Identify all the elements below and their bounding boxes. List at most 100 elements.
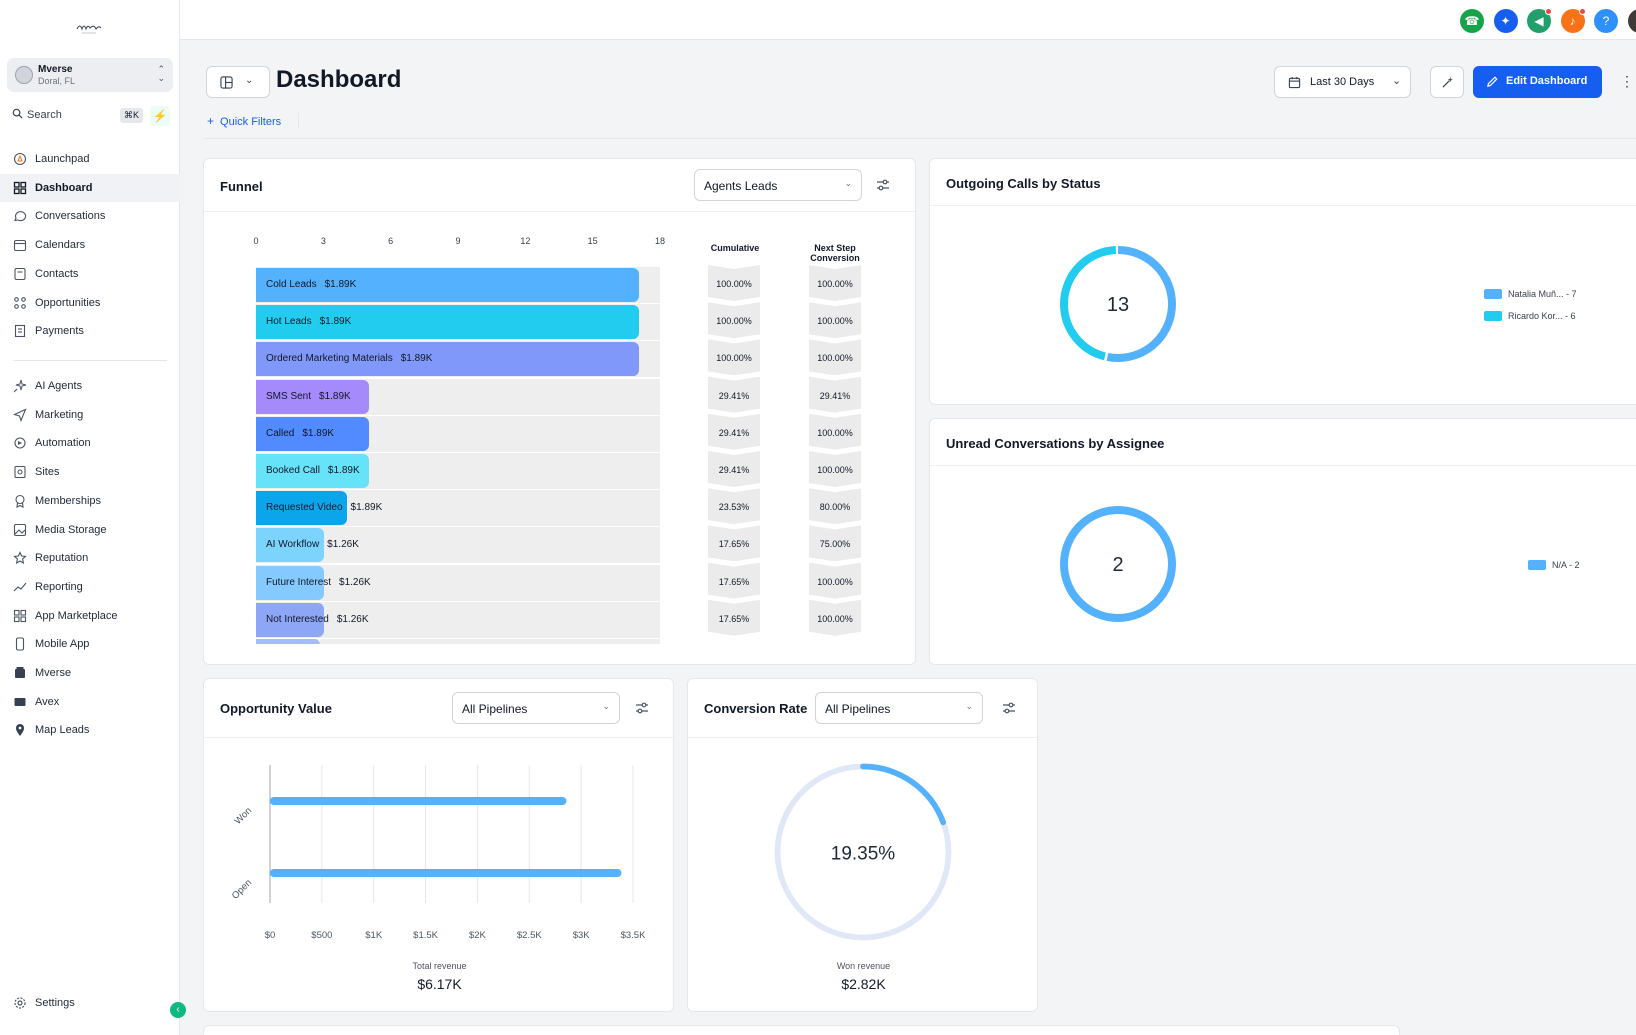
apps-icon: [13, 609, 27, 622]
sidebar-item-label: Contacts: [35, 267, 79, 280]
sidebar-item-marketing[interactable]: Marketing: [0, 401, 180, 429]
filter-icon[interactable]: [1002, 701, 1016, 715]
notification-dot: [1545, 8, 1552, 15]
phone-icon[interactable]: ☎: [1460, 9, 1484, 33]
sidebar-item-mobile-app[interactable]: Mobile App: [0, 630, 180, 658]
divider: [298, 113, 299, 129]
funnel-next-cell: [809, 302, 861, 338]
sparkle-icon[interactable]: ✦: [1493, 9, 1518, 33]
sidebar-item-memberships[interactable]: Memberships: [0, 487, 180, 515]
sidebar-item-ai-agents[interactable]: AI Agents: [0, 372, 180, 400]
funnel-stage-label: Cold Leads $1.89K: [266, 279, 356, 290]
sidebar-item-label: Opportunities: [35, 296, 101, 309]
funnel-bar[interactable]: [256, 379, 370, 414]
stage-name: Not Interested: [266, 613, 329, 625]
sidebar-item-opportunities[interactable]: Opportunities: [0, 289, 180, 317]
megaphone-icon[interactable]: ◀: [1527, 8, 1552, 33]
outgoing-calls-card: Outgoing Calls by Status 13 Natalia Muñ.…: [929, 158, 1636, 405]
funnel-bar[interactable]: [256, 565, 325, 600]
sidebar-item-reputation[interactable]: Reputation: [0, 544, 180, 572]
funnel-next-value: 100.00%: [817, 279, 853, 289]
sidebar-item-label: Automation: [35, 437, 91, 450]
funnel-bar[interactable]: [256, 416, 370, 451]
date-range-button[interactable]: Last 30 Days ⌄: [1274, 66, 1411, 98]
donut-slice[interactable]: [1060, 506, 1176, 622]
opportunity-bar-chart: $0 $500 $1K $1.5K $2K $2.5K $3K $3.5K Won Open: [230, 765, 646, 941]
send-icon: [13, 408, 27, 422]
funnel-cumulative-value: 29.41%: [718, 427, 750, 438]
funnel-next-value: 80.00%: [819, 502, 851, 513]
y-category-label: Open: [230, 877, 254, 901]
stage-name: Booked Call: [266, 465, 320, 476]
sidebar-item-calendars[interactable]: Calendars: [0, 231, 180, 259]
sidebar-item-label: Settings: [35, 997, 75, 1009]
sidebar-item-avex[interactable]: Avex: [0, 688, 180, 716]
sidebar-item-dashboard[interactable]: Dashboard: [0, 173, 180, 202]
ai-insights-button[interactable]: [1430, 66, 1464, 98]
funnel-bar[interactable]: [256, 454, 370, 488]
sidebar-item-map-leads[interactable]: Map Leads: [0, 716, 180, 744]
sites-icon: [14, 466, 26, 479]
stage-name: SMS Sent: [266, 390, 312, 402]
mverse-icon: [15, 667, 25, 678]
stage-name: Hot Leads: [266, 316, 312, 328]
stage-name: Requested Video: [266, 502, 343, 514]
legend-swatch: [1528, 560, 1546, 570]
conversion-rate-card: Conversion Rate All Pipelines ⌄ 19.35% W…: [687, 678, 1038, 1012]
chevron-down-icon: ⌄: [602, 701, 610, 711]
funnel-bar[interactable]: [256, 602, 325, 637]
collapse-sidebar-button[interactable]: ‹: [170, 1002, 186, 1018]
bolt-icon[interactable]: ⚡: [150, 106, 170, 126]
sidebar-item-media-storage[interactable]: Media Storage: [0, 516, 180, 544]
sidebar-item-launchpad[interactable]: Launchpad: [0, 145, 180, 173]
sidebar-item-contacts[interactable]: Contacts: [0, 260, 180, 288]
legend-label[interactable]: N/A - 2: [1552, 560, 1580, 570]
sidebar-item-automation[interactable]: Automation: [0, 429, 180, 457]
donut-slice[interactable]: [1060, 246, 1176, 362]
select-value: Agents Leads: [704, 179, 778, 193]
sidebar-item-conversations[interactable]: Conversations: [0, 202, 180, 230]
funnel-stage-label: Not Interested $1.26K: [266, 614, 369, 625]
award-icon: [15, 494, 25, 508]
funnel-next-cell: [809, 451, 861, 487]
quick-filters-button[interactable]: + Quick Filters: [207, 114, 281, 128]
more-options-icon[interactable]: ⋮: [1620, 73, 1634, 89]
search-input[interactable]: Search ⌘K: [7, 104, 143, 128]
sidebar-item-payments[interactable]: Payments: [0, 317, 180, 345]
bell-icon[interactable]: ♪: [1560, 8, 1586, 33]
sidebar-item-mverse[interactable]: Mverse: [0, 659, 180, 687]
help-icon[interactable]: ?: [1594, 9, 1618, 33]
funnel-cumulative-value: 17.65%: [718, 613, 750, 624]
pipeline-select[interactable]: All Pipelines ⌄: [452, 692, 620, 724]
legend-label[interactable]: Natalia Muñ... - 7: [1508, 289, 1577, 299]
funnel-stage-label: Ordered Marketing Materials $1.89K: [266, 353, 432, 364]
sidebar-item-app-marketplace[interactable]: App Marketplace: [0, 602, 180, 630]
legend-label[interactable]: Ricardo Kor... - 6: [1508, 311, 1576, 321]
sidebar-item-reporting[interactable]: Reporting: [0, 573, 180, 601]
sidebar-item-settings[interactable]: Settings: [0, 989, 180, 1017]
funnel-cumulative-value: 23.53%: [718, 502, 750, 513]
donut-slice[interactable]: [1060, 246, 1176, 362]
filter-icon[interactable]: [635, 701, 649, 715]
sidebar-item-label: AI Agents: [35, 380, 83, 392]
funnel-bar[interactable]: [256, 491, 347, 526]
location-switcher[interactable]: Mverse Doral, FL ⌃ ⌄: [7, 58, 173, 92]
funnel-select[interactable]: Agents Leads ⌄: [694, 169, 862, 201]
funnel-cumulative-value: 17.65%: [718, 539, 750, 550]
funnel-bar[interactable]: [256, 305, 639, 340]
search-placeholder: Search: [27, 109, 62, 121]
layout-icon: [220, 76, 233, 89]
funnel-bar[interactable]: [256, 268, 639, 302]
stage-value: $1.26K: [339, 576, 371, 588]
funnel-bar[interactable]: [256, 528, 325, 563]
layout-switcher-button[interactable]: ⌄: [206, 66, 270, 98]
user-avatar[interactable]: [1628, 9, 1636, 33]
filter-icon[interactable]: [876, 178, 890, 192]
pipeline-select[interactable]: All Pipelines ⌄: [815, 692, 983, 724]
image-icon: [13, 523, 27, 536]
sidebar-item-label: Conversations: [35, 210, 106, 223]
funnel-x-tick: 6: [388, 236, 394, 246]
edit-dashboard-button[interactable]: Edit Dashboard: [1473, 66, 1602, 98]
sidebar-item-sites[interactable]: Sites: [0, 458, 180, 486]
funnel-bar[interactable]: [256, 342, 639, 377]
